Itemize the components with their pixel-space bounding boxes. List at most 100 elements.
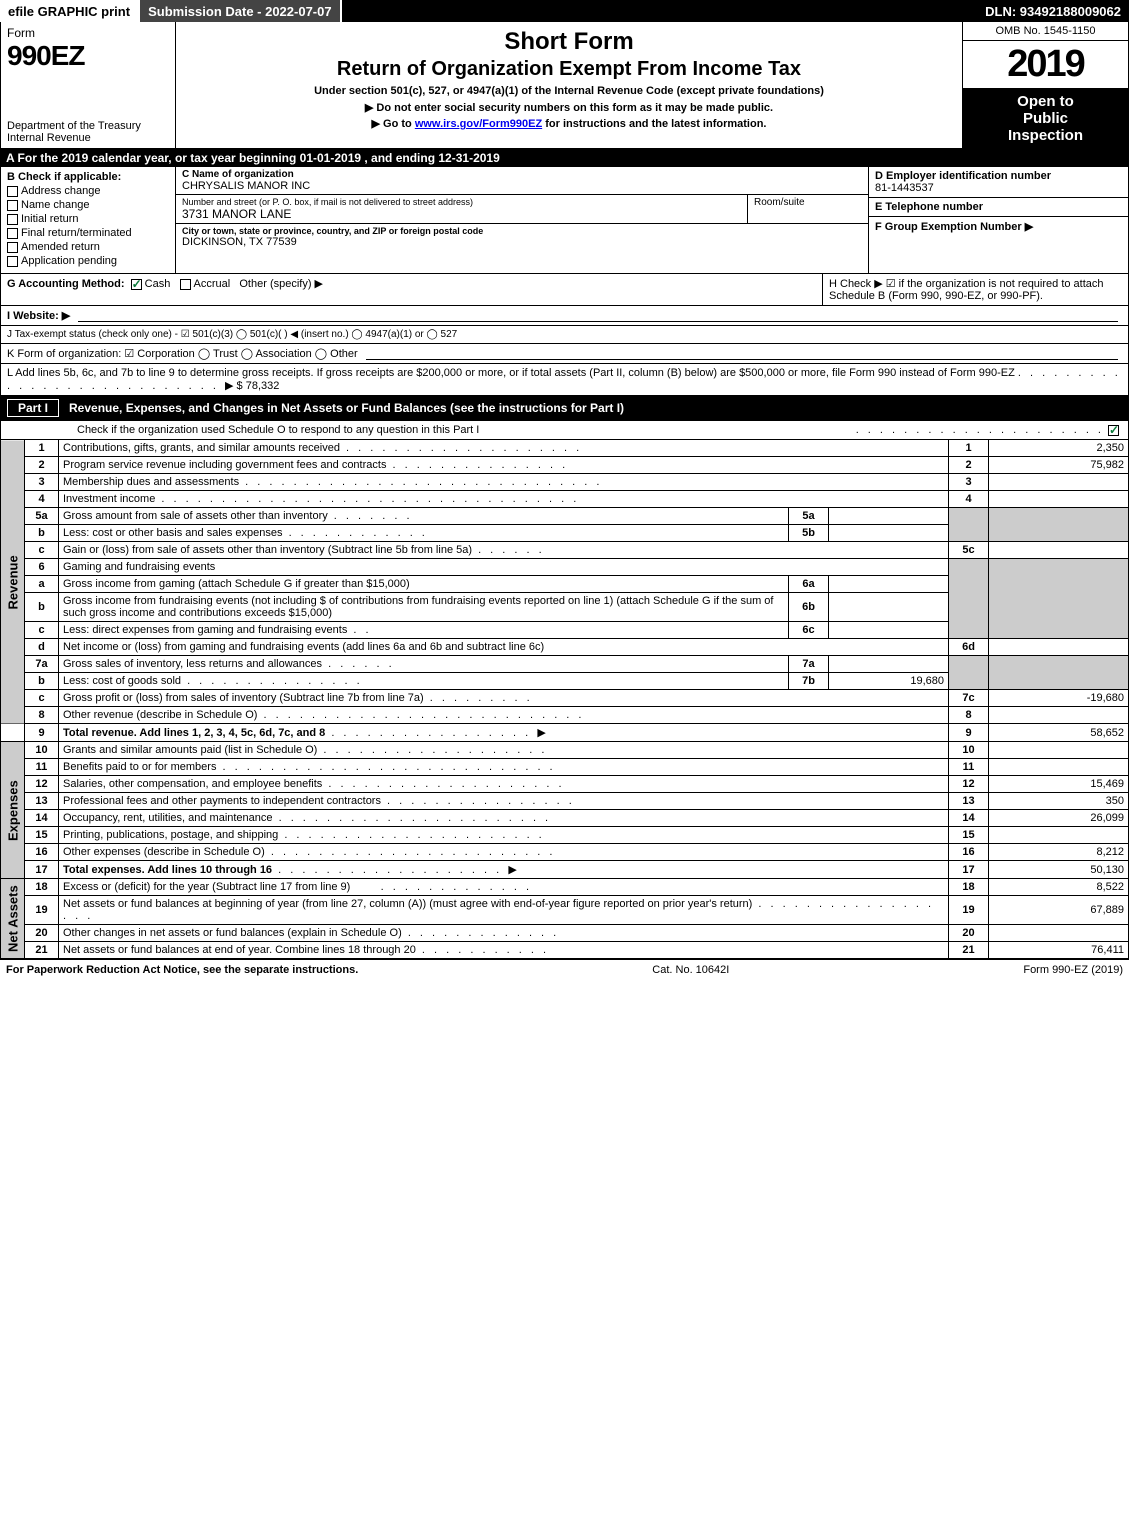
line-21: 21 Net assets or fund balances at end of… [1,942,1129,959]
line-desc: Less: direct expenses from gaming and fu… [59,622,789,639]
top-bar: efile GRAPHIC print Submission Date - 20… [0,0,1129,22]
chk-application-pending[interactable]: Application pending [7,255,169,267]
shade-cell [949,508,989,542]
line-value: 67,889 [989,896,1129,925]
line-subnum: 5b [789,525,829,542]
g-other: Other (specify) ▶ [239,278,323,290]
irs-link[interactable]: www.irs.gov/Form990EZ [415,118,542,130]
line-5c: c Gain or (loss) from sale of assets oth… [1,542,1129,559]
lines-table: Revenue 1 Contributions, gifts, grants, … [0,440,1129,959]
line-desc: Net assets or fund balances at beginning… [59,896,949,925]
line-num: b [25,593,59,622]
ein-value: 81-1443537 [875,182,1122,194]
check-note-text: Check if the organization used Schedule … [7,424,852,436]
checkbox-icon [7,228,18,239]
line-desc: Other revenue (describe in Schedule O) .… [59,707,949,724]
efile-print-button[interactable]: efile GRAPHIC print [0,0,140,22]
line-value: 8,212 [989,844,1129,861]
line-7c: c Gross profit or (loss) from sales of i… [1,690,1129,707]
line-value [989,474,1129,491]
checkbox-icon [7,214,18,225]
row-l-gross-receipts: L Add lines 5b, 6c, and 7b to line 9 to … [0,364,1129,396]
dept-irs: Internal Revenue [7,132,169,144]
line-rnum: 6d [949,639,989,656]
line-rnum: 5c [949,542,989,559]
line-value: 2,350 [989,440,1129,457]
line-value [989,827,1129,844]
tel-cell: E Telephone number [869,198,1128,217]
shade-cell [989,508,1129,542]
line-subnum: 6a [789,576,829,593]
line-num: 12 [25,776,59,793]
open-to-public: Open to Public Inspection [963,89,1128,148]
line-17: 17 Total expenses. Add lines 10 through … [1,861,1129,879]
title-short-form: Short Form [184,28,954,56]
chk-final-return[interactable]: Final return/terminated [7,227,169,239]
schedule-o-checkbox-icon[interactable] [1108,425,1119,436]
part-1-header: Part I Revenue, Expenses, and Changes in… [0,396,1129,421]
checkbox-icon [7,242,18,253]
checkbox-accrual-icon[interactable] [180,279,191,290]
line-rnum: 9 [949,724,989,742]
line-desc: Program service revenue including govern… [59,457,949,474]
line-desc: Contributions, gifts, grants, and simila… [59,440,949,457]
line-7a: 7a Gross sales of inventory, less return… [1,656,1129,673]
k-text: K Form of organization: ☑ Corporation ◯ … [7,347,358,360]
form-number: 990EZ [7,40,169,72]
chk-initial-return[interactable]: Initial return [7,213,169,225]
line-desc: Gross sales of inventory, less returns a… [59,656,789,673]
room-suite-cell: Room/suite [748,195,868,223]
line-rnum: 12 [949,776,989,793]
line-num: 10 [25,742,59,759]
line-rnum: 4 [949,491,989,508]
line-value: -19,680 [989,690,1129,707]
line-num: 17 [25,861,59,879]
row-g-accounting: G Accounting Method: Cash Accrual Other … [1,274,823,305]
line-num: c [25,622,59,639]
line-num: 3 [25,474,59,491]
line-desc: Gross profit or (loss) from sales of inv… [59,690,949,707]
l-arrow-amount: ▶ $ 78,332 [225,380,279,392]
line-rnum: 16 [949,844,989,861]
chk-label: Address change [21,185,101,197]
line-rnum: 20 [949,925,989,942]
checkbox-cash-icon[interactable] [131,279,142,290]
website-fill[interactable] [78,310,1118,322]
line-desc: Benefits paid to or for members . . . . … [59,759,949,776]
k-other-fill[interactable] [366,348,1118,360]
goto-post: for instructions and the latest informat… [542,118,766,130]
chk-label: Initial return [21,213,78,225]
line-desc: Grants and similar amounts paid (list in… [59,742,949,759]
line-value: 58,652 [989,724,1129,742]
line-desc: Membership dues and assessments . . . . … [59,474,949,491]
line-num: 18 [25,879,59,896]
line-rnum: 1 [949,440,989,457]
line-19: 19 Net assets or fund balances at beginn… [1,896,1129,925]
ein-cell: D Employer identification number 81-1443… [869,167,1128,198]
line-num: b [25,673,59,690]
col-def: D Employer identification number 81-1443… [868,167,1128,273]
line-num: 5a [25,508,59,525]
row-i-website: I Website: ▶ [0,306,1129,326]
chk-address-change[interactable]: Address change [7,185,169,197]
ein-label: D Employer identification number [875,170,1122,182]
arrow-icon: ▶ [537,727,545,739]
line-num: d [25,639,59,656]
chk-name-change[interactable]: Name change [7,199,169,211]
line-value: 76,411 [989,942,1129,959]
line-subnum: 5a [789,508,829,525]
shade-cell [989,656,1129,690]
line-subval [829,508,949,525]
city-label: City or town, state or province, country… [182,226,862,236]
line-rnum: 18 [949,879,989,896]
open-line2: Public [965,110,1126,127]
open-line3: Inspection [965,127,1126,144]
line-desc: Gross income from fundraising events (no… [59,593,789,622]
shade-cell [949,656,989,690]
chk-amended-return[interactable]: Amended return [7,241,169,253]
subtitle: Under section 501(c), 527, or 4947(a)(1)… [184,85,954,97]
line-1: Revenue 1 Contributions, gifts, grants, … [1,440,1129,457]
line-value [989,707,1129,724]
line-desc: Net income or (loss) from gaming and fun… [59,639,949,656]
instruction-no-ssn: ▶ Do not enter social security numbers o… [184,101,954,114]
